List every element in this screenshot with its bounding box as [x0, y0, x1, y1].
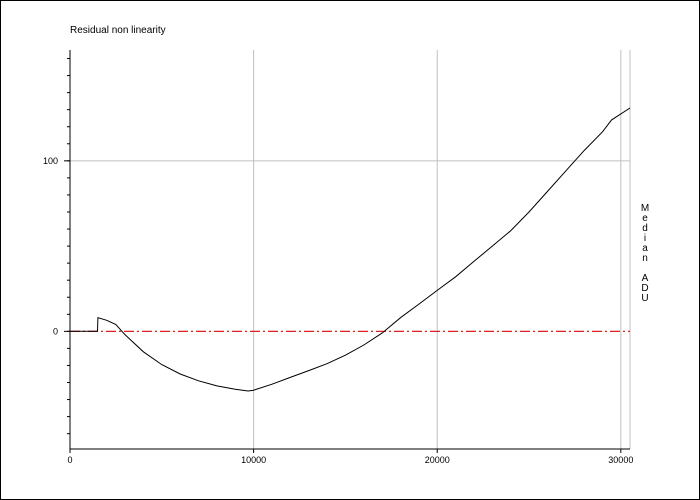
x-tick-label: 20000: [425, 455, 450, 465]
chart-title: Residual non linearity: [70, 25, 166, 36]
y-tick-label: 0: [53, 326, 58, 336]
y-minor-ticks: [67, 58, 70, 435]
x-tick-label: 30000: [608, 455, 633, 465]
x-tick-label: 10000: [241, 455, 266, 465]
y-tick-label: 100: [43, 156, 58, 166]
tick-layer: 0 100 0 10000 20000 30000: [43, 156, 633, 465]
series-line: [70, 107, 631, 392]
y-axis-label: M e d i a n A D U: [640, 203, 650, 304]
grid-layer: [70, 50, 631, 449]
x-tick-label: 0: [67, 455, 72, 465]
